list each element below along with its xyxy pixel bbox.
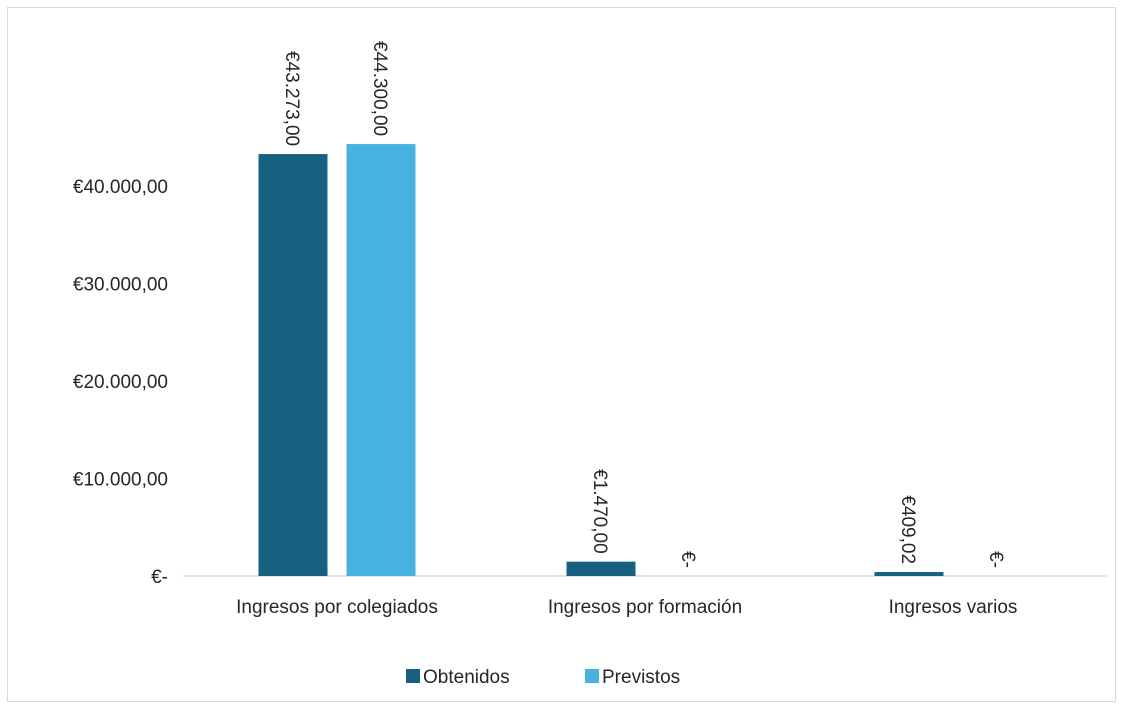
data-label: €- xyxy=(677,551,698,568)
legend: Obtenidos Previstos xyxy=(406,667,680,688)
legend-swatch-previstos xyxy=(585,669,599,683)
category-label: Ingresos varios xyxy=(889,597,1018,618)
y-tick-label: €- xyxy=(151,567,168,588)
category-label: Ingresos por formación xyxy=(548,597,742,618)
bar-obtenidos xyxy=(875,572,944,576)
data-label: €44.300,00 xyxy=(369,41,390,136)
legend-label-obtenidos: Obtenidos xyxy=(423,667,510,688)
category-label: Ingresos por colegiados xyxy=(236,597,438,618)
y-tick-label: €30.000,00 xyxy=(73,275,168,296)
y-tick-label: €40.000,00 xyxy=(73,177,168,198)
data-label: €43.273,00 xyxy=(281,51,302,146)
legend-swatch-obtenidos xyxy=(406,669,420,683)
data-label: €1.470,00 xyxy=(589,469,610,554)
y-tick-label: €20.000,00 xyxy=(73,372,168,393)
bar-previstos xyxy=(347,144,416,576)
data-label: €- xyxy=(985,551,1006,568)
y-axis-ticks: €- €10.000,00 €20.000,00 €30.000,00 €40.000,… xyxy=(73,177,168,588)
x-axis-categories: Ingresos por colegiados Ingresos por form… xyxy=(236,597,1017,618)
y-tick-label: €10.000,00 xyxy=(73,470,168,491)
data-label: €409,02 xyxy=(897,495,918,564)
bar-obtenidos xyxy=(259,154,328,576)
bar-obtenidos xyxy=(567,562,636,576)
legend-label-previstos: Previstos xyxy=(602,667,680,688)
